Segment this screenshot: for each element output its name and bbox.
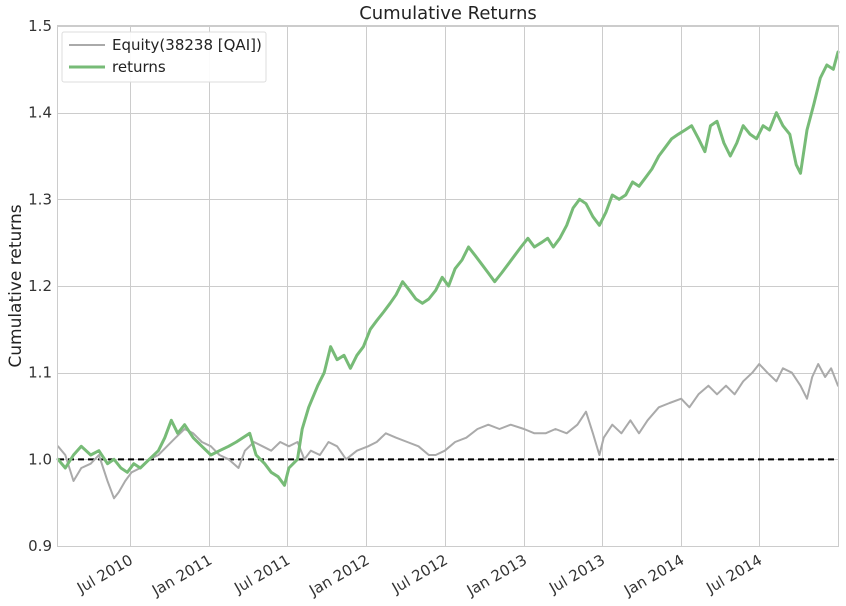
- legend: Equity(38238 [QAI]) returns: [61, 31, 267, 83]
- y-tick-label: 1.0: [28, 450, 52, 468]
- y-axis-label: Cumulative returns: [6, 204, 26, 367]
- legend-label-returns: returns: [112, 58, 166, 76]
- plot-frame: [57, 25, 839, 547]
- y-tick-label: 1.3: [28, 190, 52, 208]
- series-line-equity: [57, 363, 839, 500]
- y-tick-label: 1.2: [28, 277, 52, 295]
- y-tick-label: 1.5: [28, 17, 52, 35]
- chart-title: Cumulative Returns: [359, 3, 537, 24]
- series-line-returns: [56, 50, 840, 487]
- legend-label-equity: Equity(38238 [QAI]): [112, 36, 262, 54]
- legend-box: [61, 31, 267, 83]
- y-tick-label: 1.1: [28, 364, 52, 382]
- series-lines: [56, 50, 840, 500]
- y-tick-label: 1.4: [28, 104, 52, 122]
- y-tick-label: 0.9: [28, 537, 52, 555]
